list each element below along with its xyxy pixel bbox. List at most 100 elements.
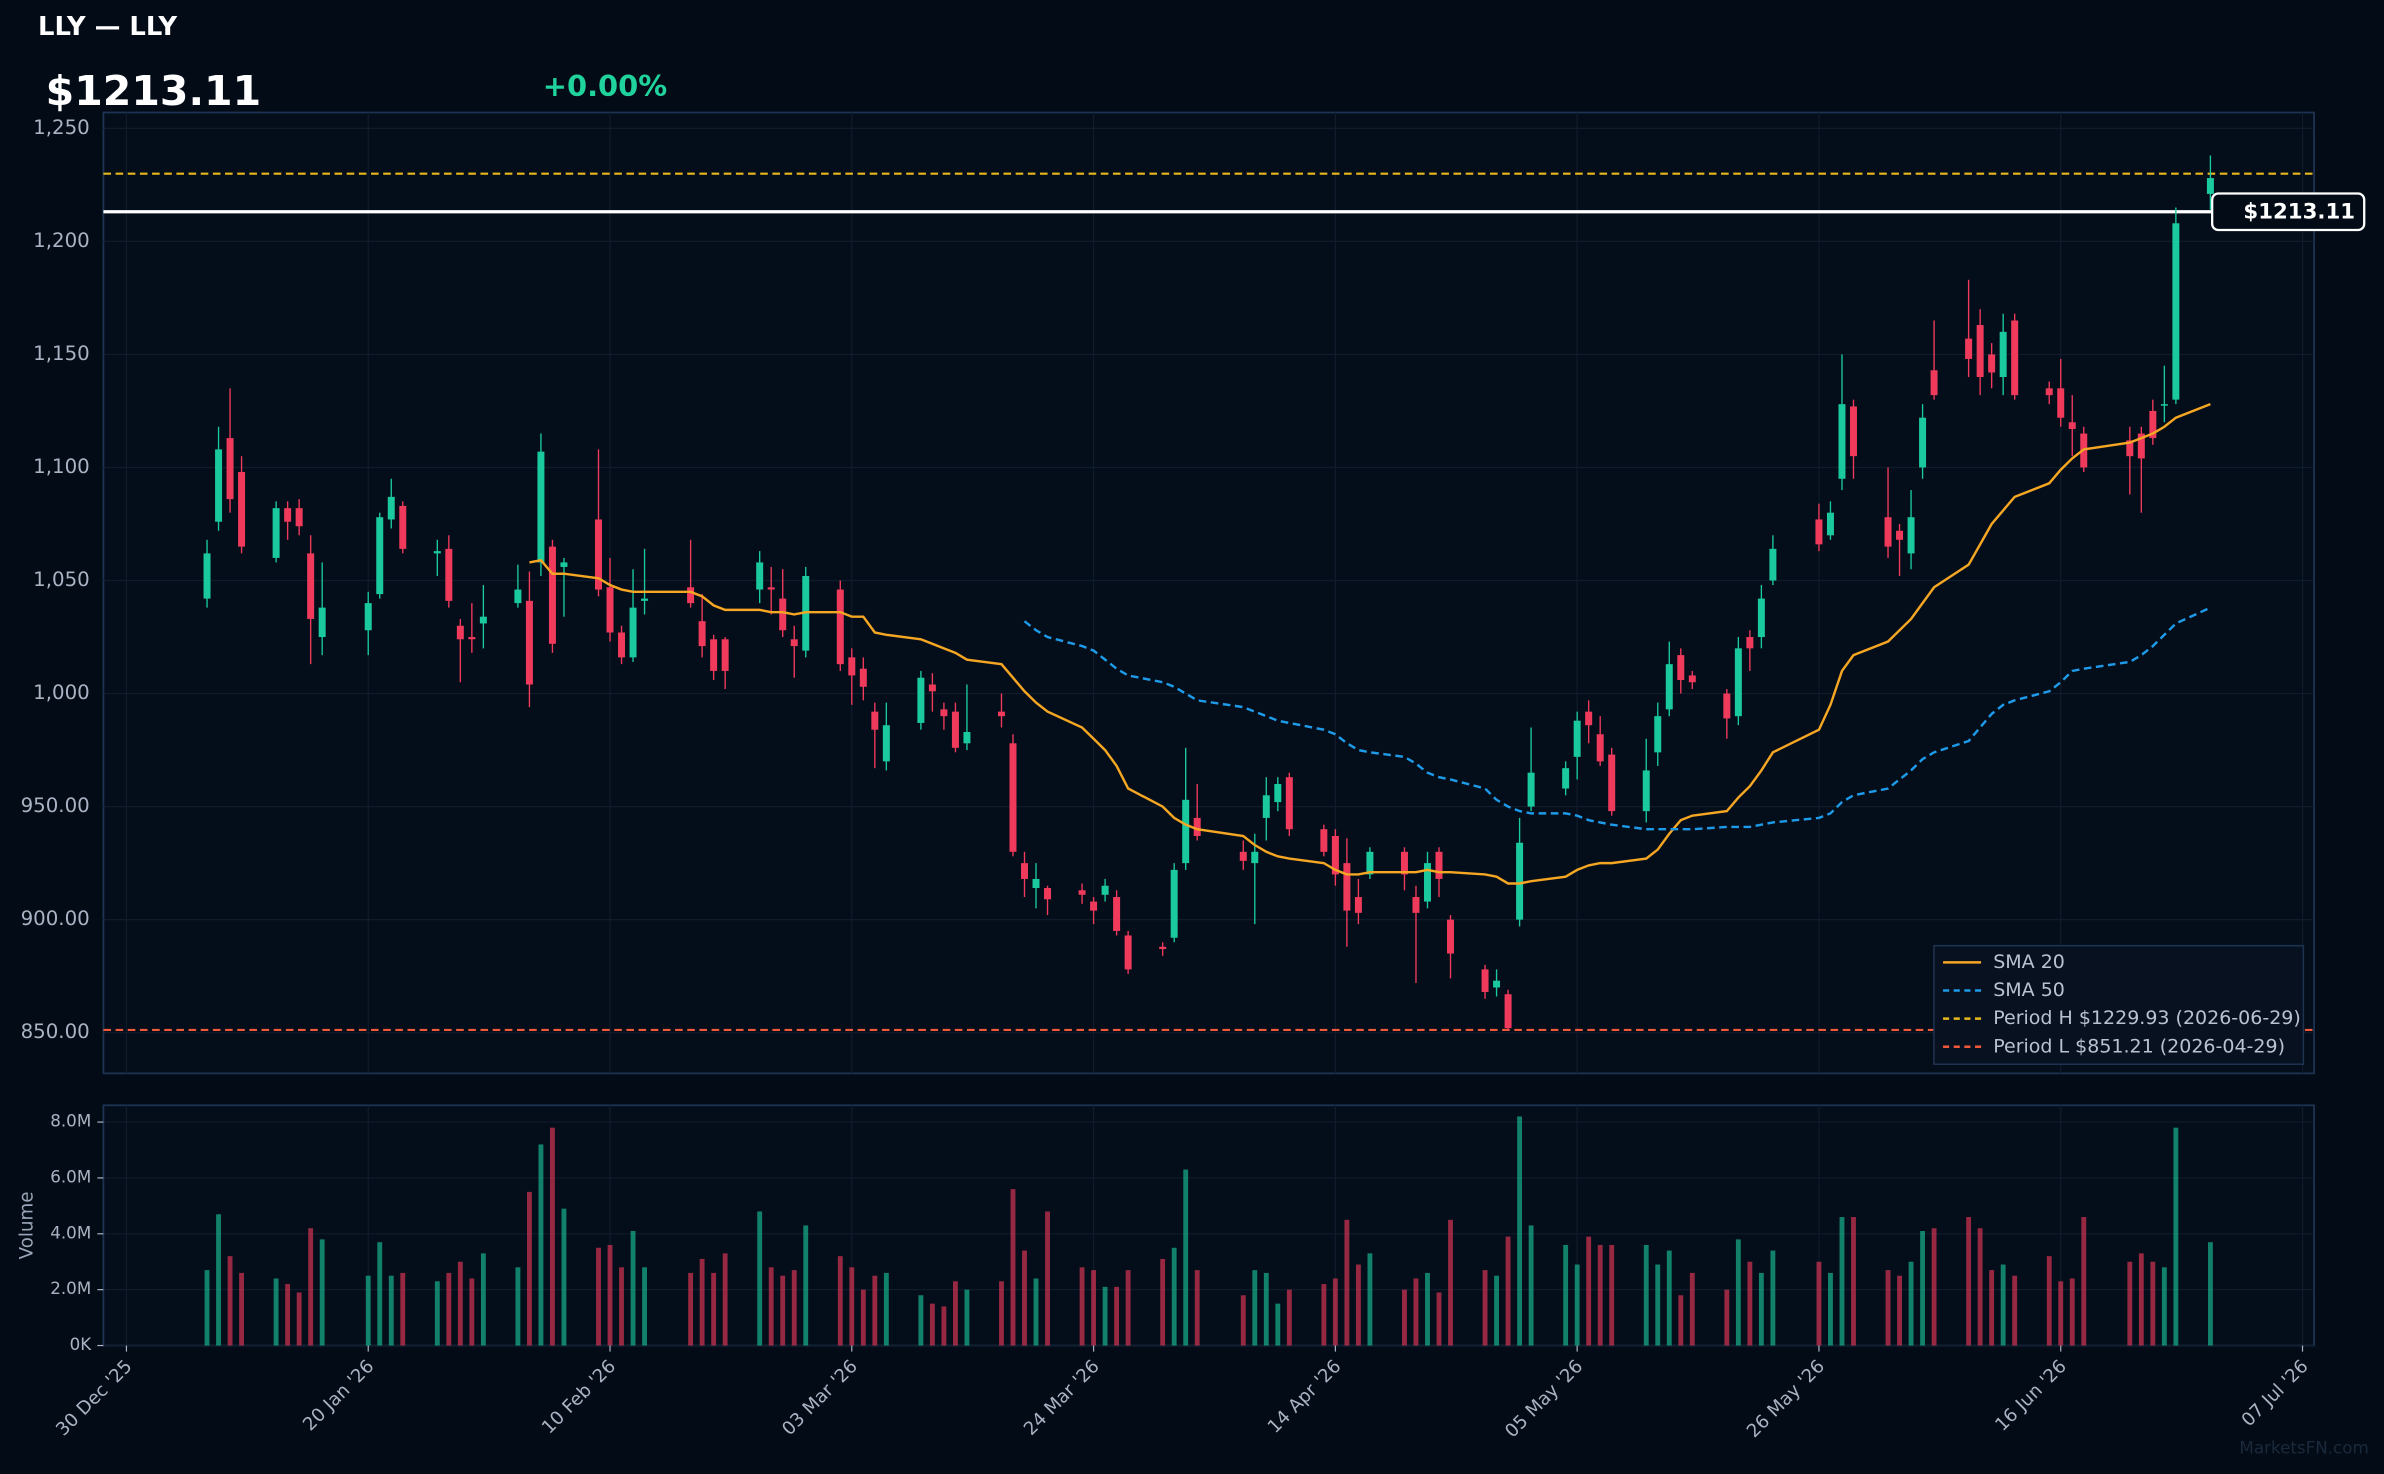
volume-bar <box>1643 1244 1649 1346</box>
candle-body <box>1815 519 1823 545</box>
volume-bar <box>469 1278 475 1346</box>
candle-body <box>1400 851 1408 875</box>
volume-bar <box>1977 1228 1983 1346</box>
volume-bar <box>1114 1286 1120 1346</box>
volume-bar <box>1402 1289 1407 1346</box>
volume-bar <box>837 1256 843 1346</box>
candle-body <box>928 684 936 692</box>
volume-bar <box>929 1303 935 1346</box>
candle-body <box>1412 897 1420 913</box>
volume-bar <box>2046 1256 2052 1346</box>
legend-label: Period H $1229.93 (2026-06-29) <box>1993 1007 2301 1029</box>
candle-body <box>1907 517 1915 554</box>
volume-bar <box>2207 1242 2213 1346</box>
volume-bar <box>1920 1231 1926 1346</box>
legend-label: SMA 20 <box>1993 951 2065 973</box>
candle-body <box>641 598 649 601</box>
y-tick-label: 850.00 <box>21 1020 90 1043</box>
volume-bar <box>1425 1272 1430 1346</box>
candle-body <box>951 711 959 748</box>
candle-body <box>1481 969 1489 992</box>
volume-bar <box>1332 1278 1338 1346</box>
candle-body <box>1642 770 1650 812</box>
volume-bar <box>1413 1278 1419 1346</box>
candle-body <box>1677 655 1685 680</box>
volume-bar <box>2069 1278 2075 1346</box>
legend-box <box>1933 944 2305 1066</box>
volume-bar <box>1160 1258 1166 1346</box>
volume-bar <box>1747 1261 1753 1346</box>
price-panel <box>102 111 2315 1075</box>
volume-bar <box>400 1272 406 1346</box>
candle-body <box>1884 517 1892 547</box>
candle-body <box>226 438 234 500</box>
volume-axis-label: Volume <box>16 1192 37 1260</box>
candle-body <box>963 731 971 744</box>
candle-body <box>1343 863 1351 911</box>
candle-body <box>1896 530 1904 540</box>
volume-bar <box>941 1306 947 1346</box>
candle-body <box>1654 716 1662 753</box>
candle-body <box>1976 325 1984 378</box>
volume-bar <box>1505 1236 1511 1346</box>
candle-body <box>560 562 568 567</box>
candle-body <box>1170 869 1178 938</box>
volume-bar <box>1966 1217 1972 1346</box>
candle-body <box>284 508 292 522</box>
volume-bar <box>2127 1261 2133 1346</box>
volume-bar <box>642 1267 647 1346</box>
candle-body <box>618 632 626 658</box>
volume-bar <box>538 1144 544 1346</box>
candle-body <box>940 709 948 717</box>
volume-bar <box>1816 1261 1822 1346</box>
candle-body <box>307 553 315 619</box>
volume-bar <box>1252 1270 1258 1346</box>
volume-bar <box>1908 1261 1914 1346</box>
volume-bar <box>1689 1272 1695 1346</box>
candle-body <box>698 621 706 647</box>
volume-bar <box>1597 1244 1603 1346</box>
candle-body <box>1562 768 1570 789</box>
volume-bar <box>1171 1247 1177 1346</box>
volume-bar <box>699 1258 705 1346</box>
y-tick-label: 6.0M <box>50 1166 91 1186</box>
candle-body <box>1435 851 1443 879</box>
candle-body <box>2045 388 2053 396</box>
volume-bar <box>273 1278 279 1346</box>
candle-body <box>1090 901 1098 911</box>
volume-bar <box>2012 1275 2018 1346</box>
candle-body <box>606 587 614 633</box>
y-tick-label: 8.0M <box>50 1111 91 1131</box>
y-tick-label: 900.00 <box>21 907 90 930</box>
volume-bar <box>918 1295 924 1346</box>
volume-bar <box>388 1275 394 1346</box>
candle-body <box>1113 897 1121 931</box>
volume-bar <box>1666 1250 1672 1346</box>
candle-body <box>364 603 372 631</box>
volume-bar <box>768 1267 774 1346</box>
legend-label: Period L $851.21 (2026-04-29) <box>1993 1035 2285 1057</box>
volume-bar <box>2161 1267 2167 1346</box>
volume-bar <box>446 1272 452 1346</box>
volume-bar <box>2000 1264 2006 1346</box>
volume-bar <box>1494 1275 1499 1346</box>
volume-bar <box>1448 1219 1453 1346</box>
candle-body <box>710 639 718 671</box>
candle-body <box>1262 795 1270 818</box>
candle-body <box>456 625 464 640</box>
y-tick-label: 1,100 <box>33 455 90 478</box>
candle-body <box>1919 417 1927 468</box>
candle-body <box>756 562 764 590</box>
candle-body <box>468 637 476 640</box>
volume-bar <box>630 1231 636 1346</box>
candle-body <box>721 639 729 671</box>
volume-bar <box>883 1272 889 1346</box>
volume-bar <box>1321 1284 1327 1346</box>
candle-body <box>238 471 246 547</box>
volume-bar <box>1102 1286 1108 1346</box>
candle-body <box>790 639 798 647</box>
candle-body <box>882 725 890 762</box>
candle-body <box>836 589 844 665</box>
candle-body <box>387 496 395 520</box>
